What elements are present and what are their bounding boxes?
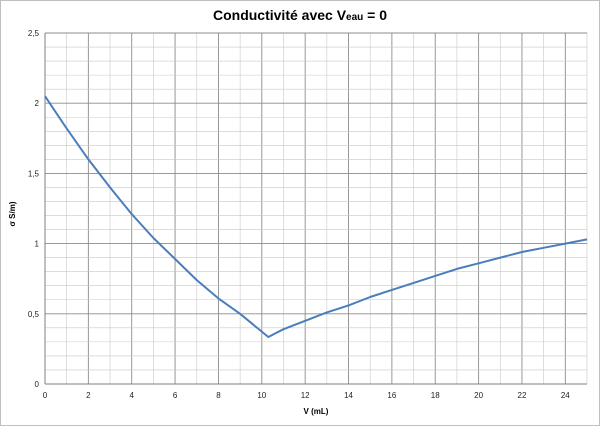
y-tick-label: 2,5 [28,29,40,38]
x-tick-label: 22 [518,391,527,400]
x-tick-label: 18 [431,391,440,400]
y-axis-label: σ S/m) [8,201,17,226]
y-tick-labels: 0 0,5 1 1,5 2 2,5 [28,29,40,389]
y-tick-label: 2 [35,99,40,108]
x-tick-label: 12 [301,391,310,400]
series-layer [44,95,588,338]
y-tick-label: 1,5 [28,169,40,178]
y-tick-label: 1 [35,240,40,249]
series-line [44,95,588,338]
x-tick-label: 20 [474,391,483,400]
x-tick-label: 6 [173,391,178,400]
x-axis-label: V (mL) [304,407,329,416]
title-main: Conductivité avec V [212,7,347,23]
title-subscript: eau [346,12,364,23]
x-tick-labels: 0 2 4 6 8 10 12 14 16 18 20 22 24 [43,391,571,400]
chart-title: Conductivité avec Veau = 0 [0,7,600,23]
x-tick-label: 10 [257,391,266,400]
grid [44,32,588,385]
y-tick-label: 0 [35,380,40,389]
x-tick-label: 8 [216,391,221,400]
y-tick-label: 0,5 [28,310,40,319]
x-tick-label: 16 [387,391,396,400]
x-tick-label: 4 [129,391,134,400]
x-tick-label: 2 [86,391,91,400]
axes [44,33,587,385]
title-tail: = 0 [363,7,388,23]
x-tick-label: 14 [344,391,353,400]
x-tick-label: 0 [43,391,48,400]
x-tick-label: 24 [561,391,570,400]
